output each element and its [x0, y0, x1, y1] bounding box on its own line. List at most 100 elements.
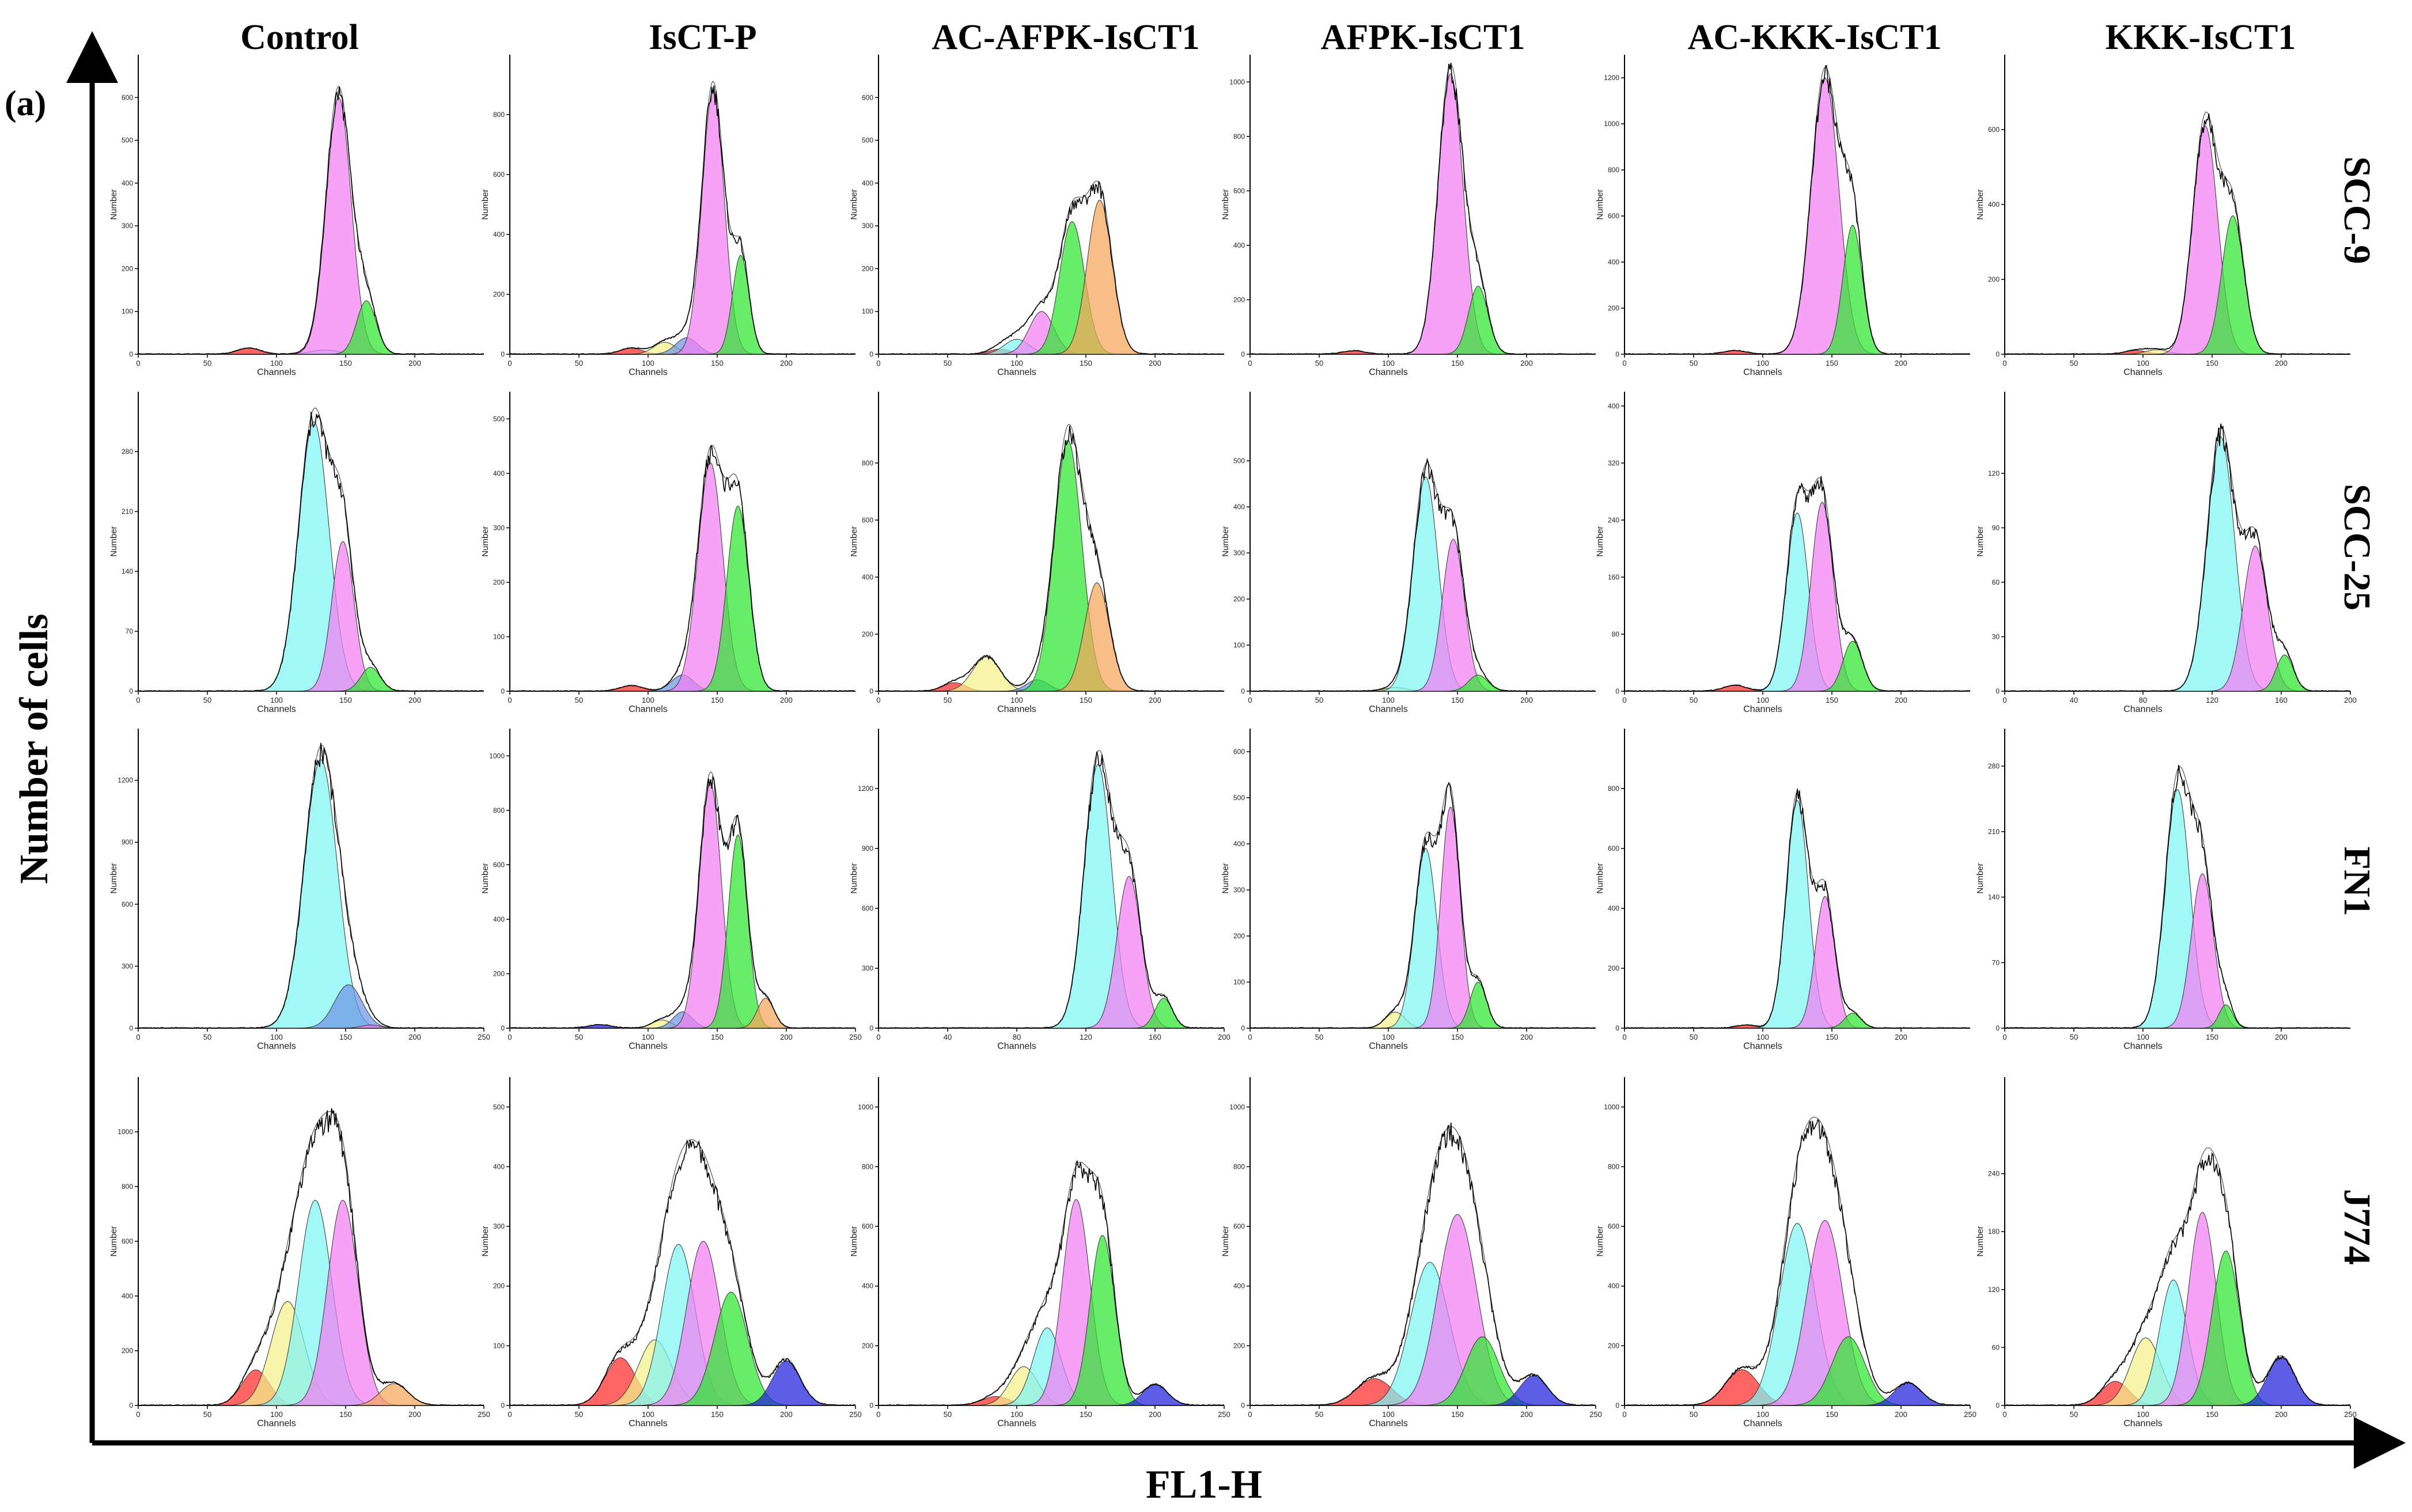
histogram-panel: 0 50 100 150 200 250 0 200 400 600 800 1000 Channels…	[480, 729, 862, 1051]
panel-y-label: Number	[1975, 189, 1985, 219]
y-tick-label: 60	[1992, 578, 2000, 586]
panel-x-label: Channels	[2123, 1419, 2163, 1428]
panel-x-label: Channels	[1369, 1041, 1408, 1051]
panel-x-label: Channels	[257, 367, 296, 377]
column-headers: Control IsCT-P AC-AFPK-IsCT1 AFPK-IsCT1 …	[240, 18, 2296, 57]
x-tick-label: 150	[1826, 1033, 1838, 1041]
histogram-trace	[2004, 423, 2351, 692]
histogram-panel: 0 50 100 150 200 0 200 400 600 800 Channels Number	[480, 55, 856, 377]
panel-y-label: Number	[480, 1226, 490, 1256]
x-tick-label: 200	[2275, 1033, 2288, 1041]
histogram-trace	[1249, 62, 1596, 355]
histogram-panel: 0 50 100 150 200 0 70 140 210 280 Channels Number	[109, 392, 484, 714]
y-tick-label: 0	[1241, 1024, 1245, 1032]
panel-y-label: Number	[849, 1226, 859, 1256]
y-tick-label: 200	[1233, 1342, 1245, 1350]
x-tick-label: 200	[780, 1410, 793, 1419]
y-tick-label: 0	[501, 687, 505, 695]
panel-x-label: Channels	[257, 1041, 296, 1051]
x-tick-label: 100	[2137, 1410, 2149, 1419]
y-tick-label: 200	[1233, 295, 1245, 304]
y-tick-label: 300	[862, 964, 873, 972]
panel-y-label: Number	[849, 863, 859, 893]
y-tick-label: 0	[129, 1024, 133, 1032]
x-tick-label: 250	[2344, 1410, 2357, 1419]
y-tick-label: 400	[1233, 241, 1245, 249]
x-tick-label: 100	[1010, 359, 1023, 367]
y-tick-label: 300	[493, 1222, 505, 1230]
y-tick-label: 200	[122, 264, 133, 272]
x-tick-label: 150	[711, 359, 724, 367]
x-tick-label: 50	[203, 696, 211, 704]
x-tick-label: 0	[136, 359, 140, 367]
x-tick-label: 250	[849, 1033, 862, 1041]
y-tick-label: 0	[1615, 350, 1619, 358]
x-tick-label: 100	[642, 696, 654, 704]
x-tick-label: 200	[1895, 1033, 1907, 1041]
column-header: AC-KKK-IsCT1	[1688, 18, 1942, 57]
x-tick-label: 200	[1895, 696, 1907, 704]
y-tick-label: 300	[493, 524, 505, 532]
x-tick-label: 200	[408, 1410, 421, 1419]
histogram-panel: 0 50 100 150 200 250 0 200 400 600 800 1000 Channels…	[109, 1077, 490, 1428]
x-tick-label: 50	[575, 1033, 583, 1041]
y-tick-label: 1200	[118, 776, 133, 785]
y-tick-label: 0	[1996, 1401, 2000, 1409]
x-tick-label: 100	[270, 359, 283, 367]
y-tick-label: 0	[1615, 1401, 1619, 1409]
histogram-trace	[138, 1108, 484, 1406]
y-tick-label: 200	[862, 264, 873, 272]
x-tick-label: 250	[478, 1410, 490, 1419]
x-tick-label: 100	[642, 359, 654, 367]
y-tick-label: 800	[1608, 1162, 1619, 1170]
x-tick-label: 50	[575, 696, 583, 704]
row-label: J774	[2336, 1189, 2378, 1265]
x-tick-label: 200	[1149, 1410, 1161, 1419]
y-tick-label: 600	[493, 861, 505, 869]
y-tick-label: 400	[1608, 402, 1619, 410]
y-tick-label: 120	[1988, 1286, 2000, 1294]
panel-x-label: Channels	[2123, 1041, 2163, 1051]
x-tick-label: 150	[339, 1033, 352, 1041]
x-tick-label: 0	[1622, 696, 1626, 704]
y-tick-label: 500	[1233, 457, 1245, 465]
histogram-grid: 0 50 100 150 2000100200300400500600ChannelsN…	[109, 55, 2357, 1428]
y-tick-label: 100	[1233, 978, 1245, 986]
y-tick-label: 400	[1988, 200, 2000, 209]
panel-x-label: Channels	[997, 367, 1036, 377]
x-tick-label: 150	[1080, 359, 1092, 367]
y-tick-label: 300	[122, 222, 133, 230]
panel-y-label: Number	[1595, 189, 1605, 219]
panel-y-label: Number	[1975, 526, 1985, 556]
y-tick-label: 0	[501, 1401, 505, 1409]
x-tick-label: 50	[944, 1410, 952, 1419]
histogram-trace	[1249, 457, 1596, 692]
y-tick-label: 600	[493, 170, 505, 179]
x-tick-label: 150	[1826, 1410, 1838, 1419]
y-tick-label: 0	[129, 1401, 133, 1409]
panel-x-label: Channels	[2123, 367, 2163, 377]
x-tick-label: 200	[2344, 696, 2357, 704]
x-tick-label: 80	[2139, 696, 2147, 704]
x-tick-label: 0	[1248, 1033, 1252, 1041]
x-tick-label: 50	[203, 1410, 211, 1419]
panel-y-label: Number	[1221, 1226, 1230, 1256]
x-tick-label: 200	[1149, 696, 1161, 704]
y-tick-label: 200	[1233, 932, 1245, 940]
histogram-trace	[138, 86, 484, 355]
y-tick-label: 200	[493, 290, 505, 298]
panel-x-label: Channels	[628, 1419, 668, 1428]
y-tick-label: 1000	[1604, 120, 1619, 128]
y-axis-label: Number of cells	[12, 613, 56, 884]
panel-x-label: Channels	[628, 367, 668, 377]
y-tick-label: 400	[493, 915, 505, 923]
x-tick-label: 150	[1451, 1410, 1464, 1419]
x-tick-label: 40	[944, 1033, 952, 1041]
panel-y-label: Number	[1595, 1226, 1605, 1256]
y-tick-label: 600	[1608, 212, 1619, 220]
y-tick-label: 400	[862, 573, 873, 581]
y-tick-label: 140	[122, 567, 133, 575]
x-tick-label: 50	[1690, 696, 1698, 704]
x-tick-label: 200	[2275, 1410, 2288, 1419]
